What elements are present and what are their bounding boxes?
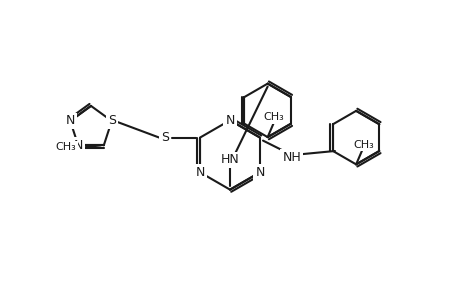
Text: CH₃: CH₃ xyxy=(263,112,283,122)
Text: N: N xyxy=(195,166,204,179)
Text: CH₃: CH₃ xyxy=(353,140,374,150)
Text: HN: HN xyxy=(220,153,239,167)
Text: N: N xyxy=(66,115,75,128)
Text: N: N xyxy=(73,139,83,152)
Text: S: S xyxy=(161,131,169,144)
Text: N: N xyxy=(255,166,264,179)
Text: S: S xyxy=(107,115,116,128)
Text: CH₃: CH₃ xyxy=(55,142,76,152)
Text: NH: NH xyxy=(282,151,301,164)
Text: N: N xyxy=(225,114,234,127)
